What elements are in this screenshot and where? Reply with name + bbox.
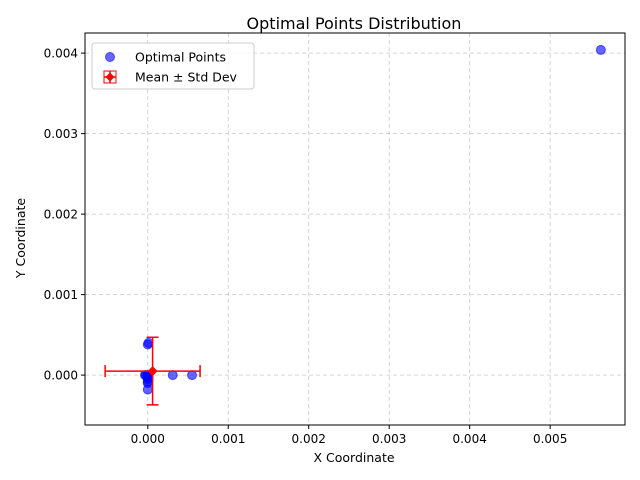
mean-marker [147, 366, 158, 377]
optimal-point [187, 370, 198, 381]
x-tick-label: 0.005 [533, 432, 567, 446]
x-tick-label: 0.004 [452, 432, 486, 446]
x-tick-label: 0.002 [292, 432, 326, 446]
x-tick-label: 0.000 [131, 432, 165, 446]
plot-data [104, 44, 606, 406]
legend-marker-mean-std [103, 70, 117, 84]
legend-label-optimal-points: Optimal Points [135, 50, 226, 65]
legend-box [91, 42, 255, 90]
chart-title: Optimal Points Distribution [247, 14, 462, 33]
optimal-point [143, 337, 154, 348]
mean-std-errorbar [104, 336, 201, 406]
optimal-point [142, 378, 153, 389]
grid [85, 33, 625, 425]
x-tick-label: 0.001 [211, 432, 245, 446]
legend-label-mean-std: Mean ± Std Dev [135, 70, 238, 85]
legend-marker-optimal-points [105, 52, 115, 62]
optimal-point [167, 370, 178, 381]
legend: Optimal Points Mean ± Std Dev [91, 42, 255, 90]
y-tick-label: 0.003 [44, 127, 78, 141]
y-tick-label: 0.001 [44, 288, 78, 302]
y-tick-label: 0.002 [44, 208, 78, 222]
y-tick-label: 0.004 [44, 47, 78, 61]
optimal-point [595, 44, 606, 55]
x-axis-label: X Coordinate [313, 450, 394, 465]
y-tick-label: 0.000 [44, 369, 78, 383]
axis-ticks: 0.000 0.001 0.002 0.003 0.004 0.005 0.000 0.001… [44, 47, 568, 446]
y-axis-label: Y Coordinate [13, 198, 28, 279]
plot-area-frame [84, 32, 626, 426]
x-tick-label: 0.003 [372, 432, 406, 446]
